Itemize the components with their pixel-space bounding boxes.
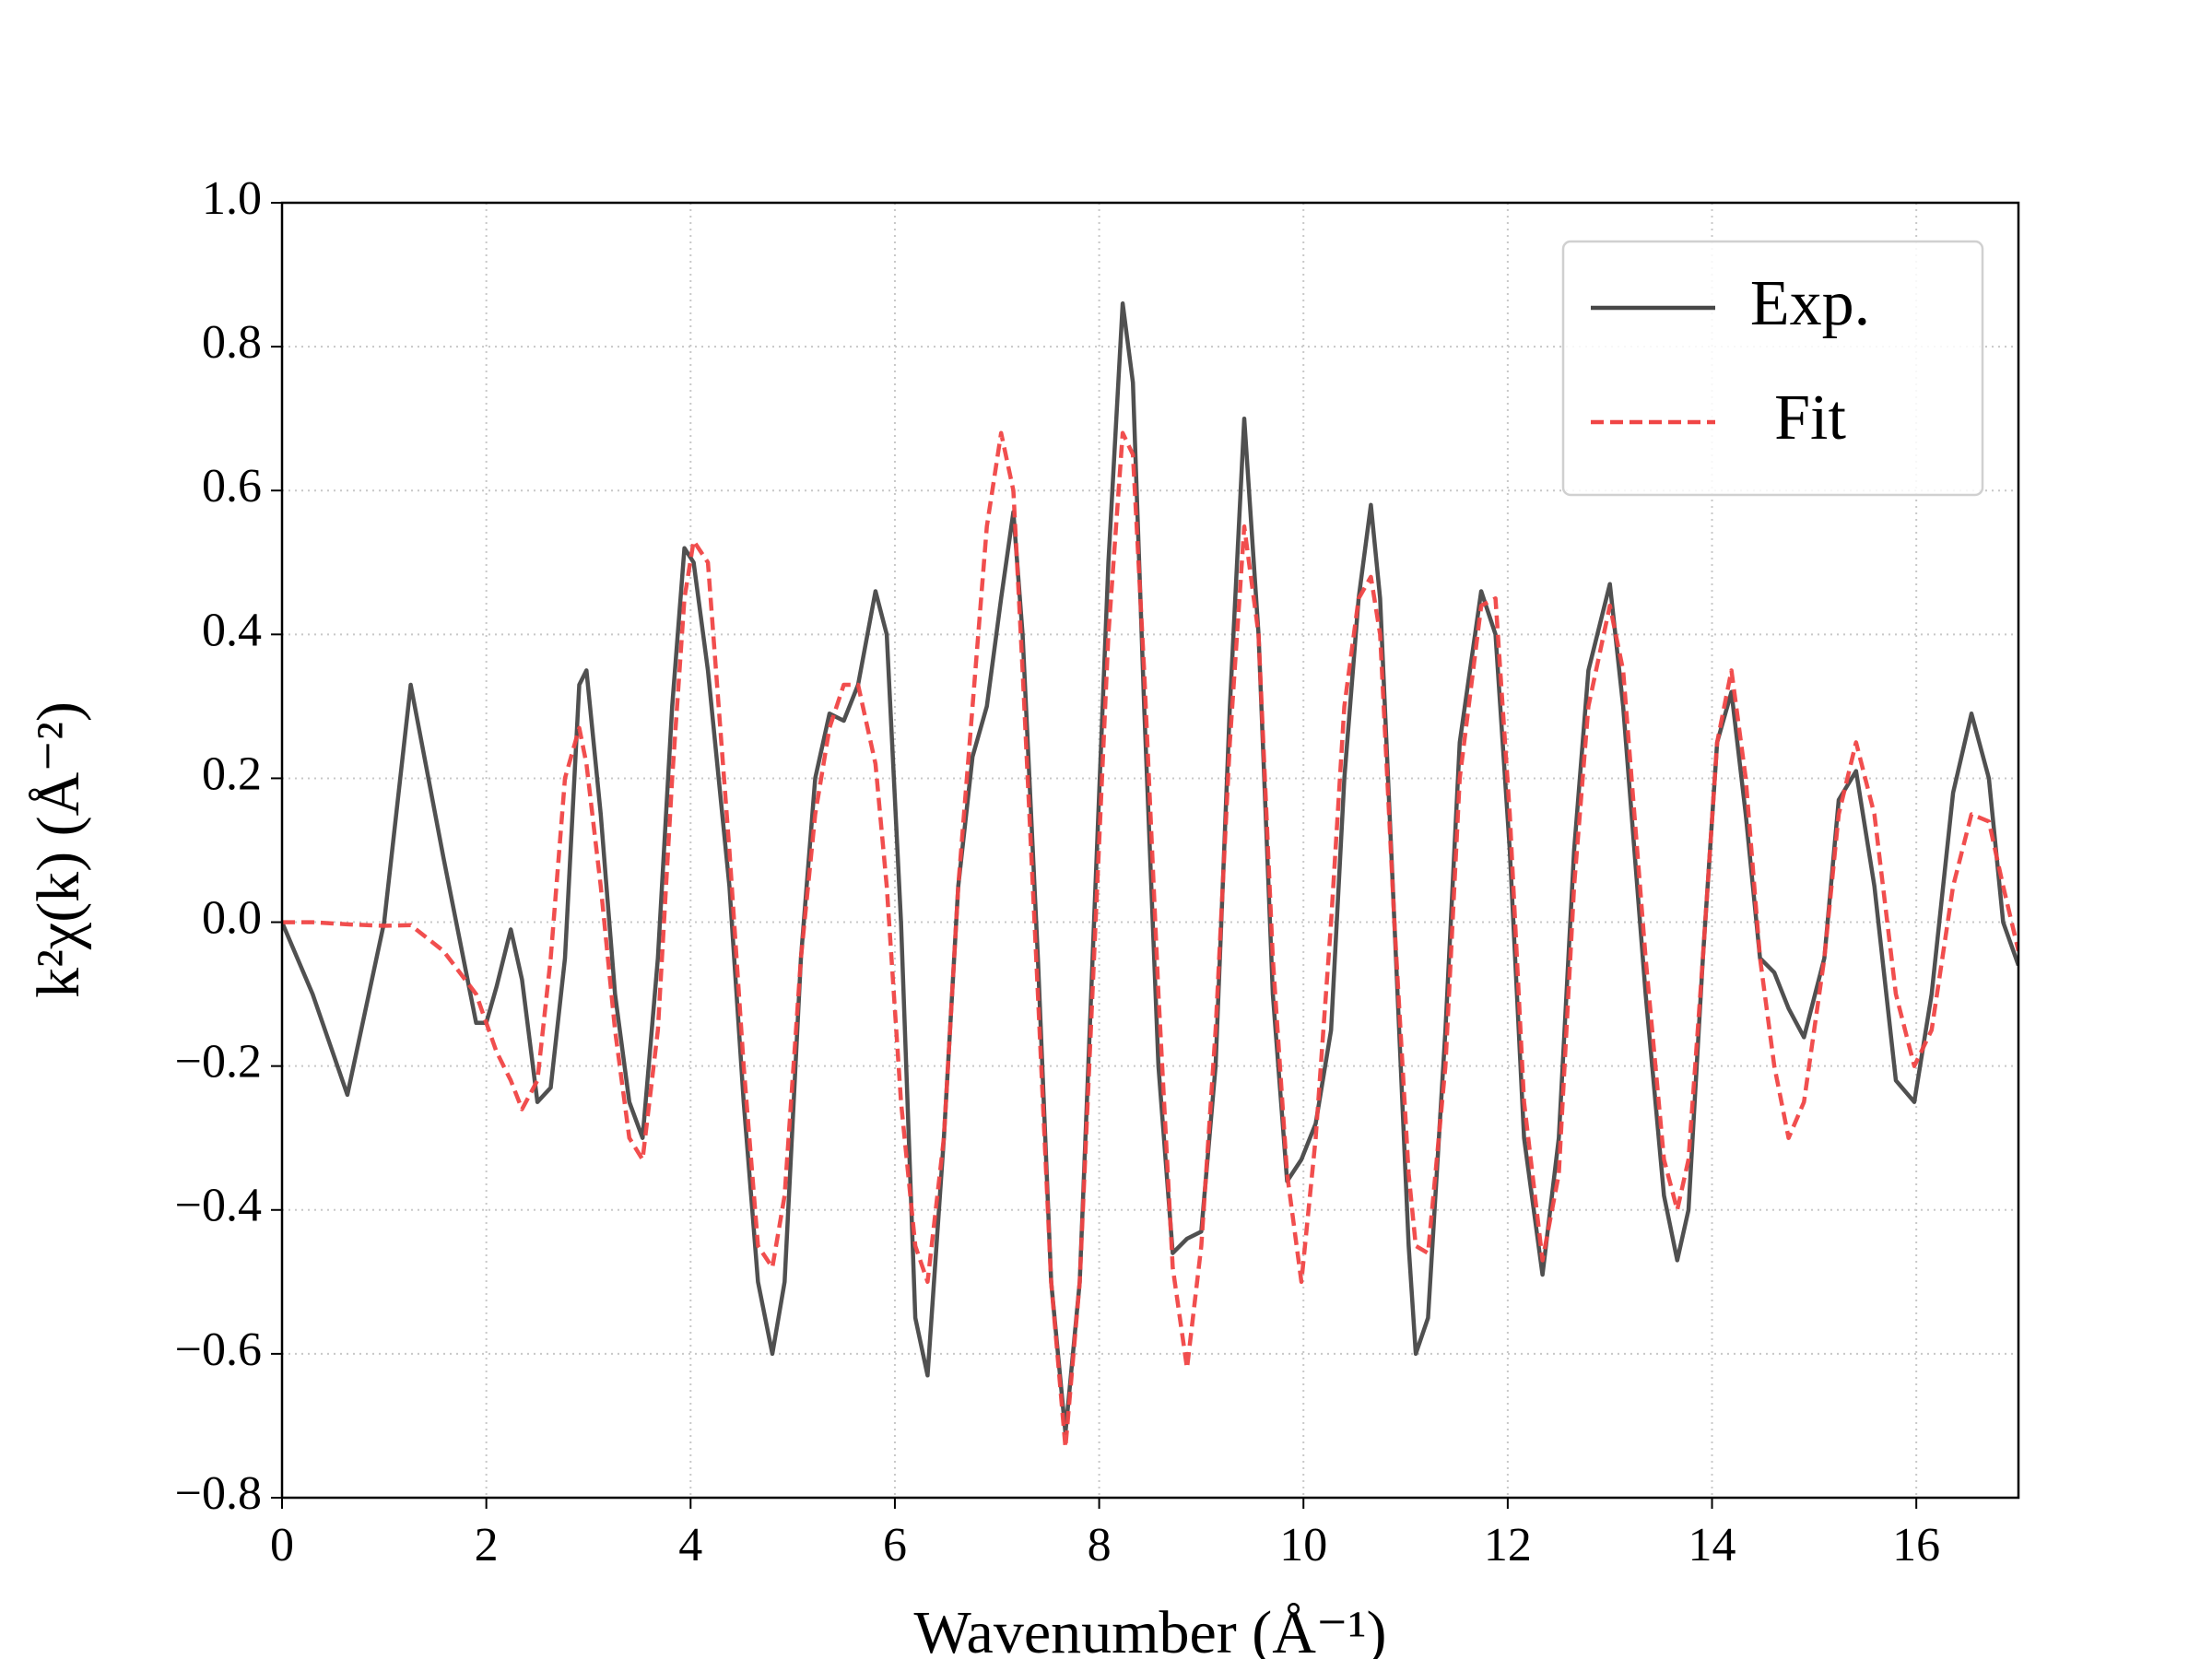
x-tick-label: 8 (1088, 1519, 1112, 1571)
x-axis-label: Wavenumber (Å⁻¹) (914, 1599, 1387, 1659)
series-line (282, 430, 2018, 1450)
x-tick-label: 4 (678, 1519, 702, 1571)
y-tick-label: −0.6 (175, 1324, 262, 1376)
x-tick-label: 16 (1892, 1519, 1940, 1571)
x-tick-label: 6 (883, 1519, 907, 1571)
x-tick-label: 14 (1688, 1519, 1736, 1571)
y-tick-label: 0.6 (202, 460, 262, 512)
x-tick-label: 12 (1484, 1519, 1532, 1571)
y-tick-label: −0.2 (175, 1036, 262, 1088)
y-tick-label: 0.0 (202, 891, 262, 944)
x-tick-label: 0 (270, 1519, 294, 1571)
plot-frame (280, 201, 2020, 1500)
y-tick-label: −0.8 (175, 1467, 262, 1520)
x-tick-label: 10 (1279, 1519, 1327, 1571)
legend-label: Fit (1774, 382, 1846, 453)
legend-box (1561, 240, 1984, 497)
series-line (282, 301, 2018, 1436)
x-tick-label: 2 (475, 1519, 499, 1571)
y-tick-label: −0.4 (175, 1180, 262, 1232)
y-axis-label: k²χ(k) (Å⁻²) (25, 701, 92, 998)
y-tick-label: 0.4 (202, 604, 262, 656)
y-tick-label: 0.2 (202, 747, 262, 800)
y-tick-label: 0.8 (202, 316, 262, 369)
legend-label: Exp. (1750, 268, 1870, 339)
y-tick-label: 1.0 (202, 172, 262, 225)
